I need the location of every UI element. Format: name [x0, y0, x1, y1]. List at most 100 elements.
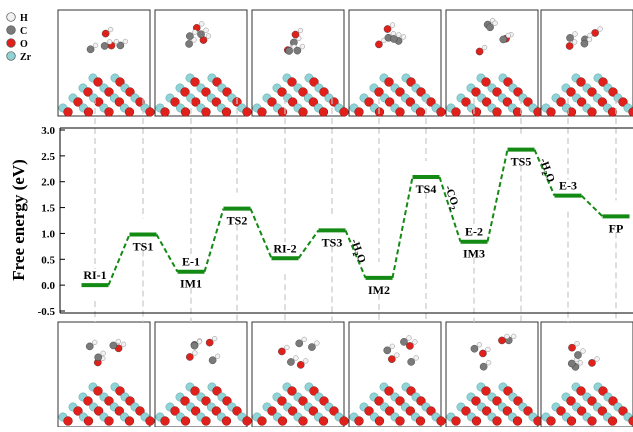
o-atom — [587, 87, 597, 97]
o-atom — [125, 396, 135, 406]
o-atom — [329, 406, 339, 416]
o-atom — [170, 406, 180, 416]
o-atom — [267, 97, 277, 107]
connector-line — [486, 149, 509, 242]
o-atom — [318, 416, 329, 426]
h-atom — [396, 32, 402, 38]
o-atom — [374, 87, 384, 97]
state-label-ri-2: RI-2 — [273, 241, 296, 255]
state-label-ts2: TS2 — [227, 214, 248, 228]
o-atom — [308, 406, 318, 416]
o-atom — [298, 396, 308, 406]
o-atom — [124, 107, 135, 117]
o-atom — [546, 107, 556, 117]
energy-connectors — [107, 149, 604, 286]
h-atom — [107, 39, 113, 45]
legend-label-c: C — [20, 26, 27, 37]
h-atom — [122, 38, 128, 45]
o-atom — [145, 107, 155, 117]
h-atom — [505, 32, 511, 39]
o-atom — [211, 97, 221, 107]
h-atom — [504, 333, 510, 340]
state-label-e-1: E-1 — [182, 255, 200, 269]
h-atom — [486, 360, 492, 366]
dashed-guide-lines — [94, 98, 617, 322]
o-atom — [416, 87, 426, 97]
plot-axes: -0.5 0.0 0.5 1.0 1.5 2.0 2.5 3.0 — [38, 125, 633, 318]
c-atom — [86, 45, 95, 54]
structure-panel — [57, 321, 155, 428]
h-atom — [92, 42, 99, 48]
o-atom — [576, 386, 586, 396]
o-atom — [309, 77, 319, 87]
annotation-label: -H2O — [346, 237, 368, 266]
h-atom — [413, 355, 419, 361]
o-atom — [577, 97, 587, 107]
o-atom — [577, 406, 587, 416]
o-atom — [277, 396, 287, 406]
o-atom — [374, 396, 384, 406]
o-atom — [618, 97, 628, 107]
o-atom — [576, 77, 586, 87]
o-atom — [93, 386, 103, 396]
o-atom — [180, 87, 190, 97]
legend-label-o: O — [20, 39, 28, 50]
h-atom — [301, 336, 307, 342]
o-atom — [479, 349, 487, 358]
o-atom — [395, 396, 405, 406]
o-atom — [242, 416, 252, 426]
elimination-annotations: -H2O -CO2 -H2O — [346, 157, 557, 266]
o-atom — [287, 77, 297, 87]
o-atom — [492, 416, 502, 426]
o-atom — [73, 97, 83, 107]
o-atom — [598, 77, 608, 87]
legend-swatch-o — [6, 38, 16, 48]
o-atom — [502, 97, 512, 107]
o-atom — [190, 77, 200, 87]
c-atom — [499, 35, 508, 44]
o-atom — [190, 386, 200, 396]
connector-line — [249, 208, 273, 259]
o-atom — [492, 87, 502, 97]
state-label-ts3: TS3 — [322, 235, 343, 249]
o-atom — [94, 406, 104, 416]
c-atom — [574, 351, 582, 359]
o-atom — [308, 97, 318, 107]
o-atom — [607, 416, 618, 426]
state-label-im1: IM1 — [180, 277, 202, 291]
c-atom — [94, 353, 102, 362]
o-atom — [364, 406, 374, 416]
o-atom — [114, 406, 124, 416]
c-atom — [566, 34, 574, 42]
c-atom — [389, 35, 398, 43]
state-label-ri-1: RI-1 — [83, 268, 106, 282]
o-atom — [124, 416, 135, 426]
o-atom — [221, 416, 232, 426]
c-atom — [186, 32, 194, 40]
o-atom — [436, 416, 446, 426]
o-atom — [93, 77, 103, 87]
o-atom — [201, 396, 211, 406]
o-atom — [415, 416, 426, 426]
energy-levels — [81, 147, 630, 288]
o-atom — [83, 396, 93, 406]
state-label-im3: IM3 — [463, 247, 485, 261]
o-atom — [354, 416, 364, 426]
h-atom — [394, 352, 400, 358]
o-atom — [566, 416, 577, 426]
c-atom — [295, 339, 304, 348]
o-atom — [384, 386, 394, 396]
h-atom — [215, 353, 221, 359]
o-atom — [125, 87, 135, 97]
o-atom — [180, 107, 191, 117]
o-atom — [83, 107, 94, 117]
o-atom — [135, 406, 145, 416]
o-atom — [104, 107, 114, 117]
o-atom — [566, 87, 576, 97]
o-atom — [339, 107, 349, 117]
o-atom — [481, 77, 491, 87]
h-atom — [587, 32, 593, 38]
annotation-label: -H2O — [535, 157, 557, 186]
o-atom — [556, 406, 566, 416]
o-atom — [523, 97, 533, 107]
